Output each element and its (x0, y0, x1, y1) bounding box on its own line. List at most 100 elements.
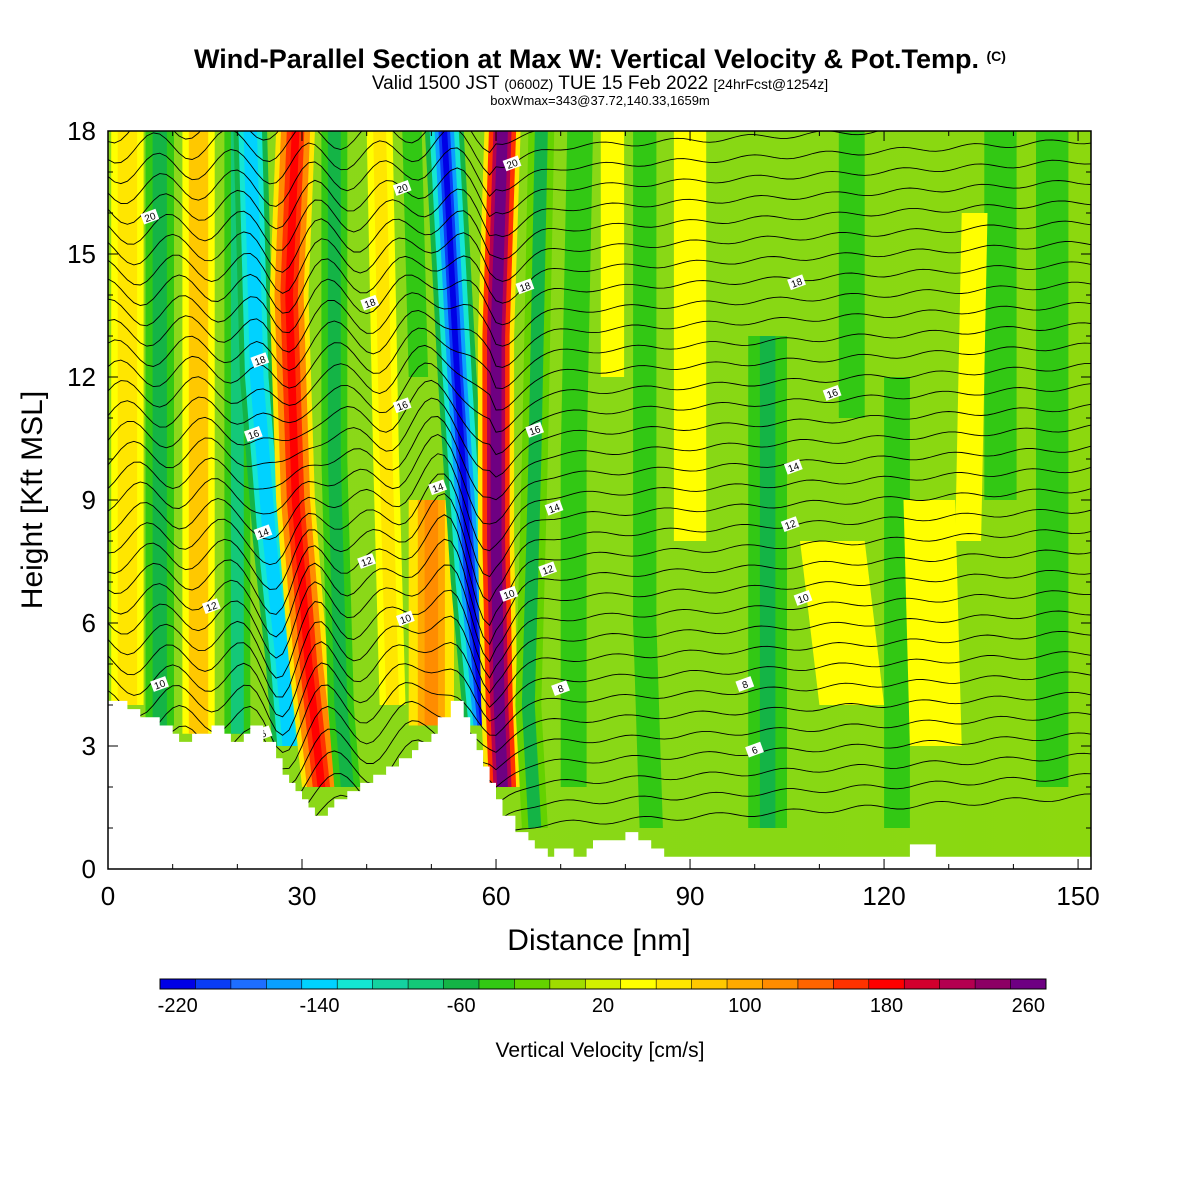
colorbar-swatch (939, 979, 976, 989)
isentrope-line (108, 564, 1091, 663)
isentrope-line (108, 493, 1091, 603)
copyright-mark: (C) (986, 48, 1006, 64)
isentrope-label-box (499, 585, 519, 602)
colorbar-swatch (975, 979, 1011, 989)
isentrope-label-text: 10 (796, 592, 811, 606)
isentrope-label-text: 16 (396, 399, 411, 413)
colorbar-swatch (656, 979, 692, 989)
isentrope-label-box (253, 524, 273, 541)
x-tick-label: 60 (482, 881, 511, 911)
colorbar-swatch (266, 979, 303, 989)
colorbar-swatch (372, 979, 409, 989)
isentrope-label-text: 10 (502, 588, 517, 602)
isentrope-label-4: 18 (250, 352, 270, 369)
isentrope-line (108, 610, 1091, 698)
isentrope-label-text: 6 (259, 728, 268, 740)
isentrope-label-text: 6 (751, 745, 760, 757)
isentrope-label-14: 14 (783, 458, 803, 475)
isentrope-line (108, 362, 1091, 433)
isentrope-label-box (392, 180, 412, 196)
velocity-band-21-0 (903, 500, 962, 746)
plot-area: 20 20 20 18 18 18 18 16 16 16 16 14 14 14 14 12 12 12 12 10… (108, 131, 1091, 869)
colorbar-swatch (833, 979, 870, 989)
isentrope-line (108, 322, 1091, 390)
isentrope-label-text: 10 (153, 678, 168, 692)
isentrope-label-9: 16 (525, 421, 545, 438)
isentrope-label-box (392, 397, 412, 414)
y-axis: 0 3 6 9 12 15 18 (67, 116, 1091, 884)
potential-temperature-contours: 20 20 20 18 18 18 18 16 16 16 16 14 14 14 14 12 12 12 12 10… (108, 131, 1091, 858)
velocity-band-6-1 (327, 131, 354, 787)
isentrope-line (108, 180, 1091, 251)
colorbar-swatch (691, 979, 728, 989)
velocity-band-9-0 (402, 131, 429, 377)
isentrope-label-box (783, 458, 803, 475)
isentrope-label-text: 12 (784, 518, 799, 532)
x-axis-label: Distance [nm] (507, 924, 690, 957)
isentrope-line (108, 261, 1091, 334)
isentrope-label-box (360, 294, 380, 311)
isentrope-label-23: 8 (551, 680, 570, 697)
isentrope-label-text: 12 (360, 555, 375, 569)
isentrope-label-text: 8 (557, 683, 566, 695)
isentrope-label-box (250, 352, 270, 369)
colorbar-swatch (585, 979, 622, 989)
isentrope-label-18: 12 (780, 516, 800, 533)
x-tick-label: 120 (862, 881, 905, 911)
isentrope-label-text: 16 (826, 387, 841, 401)
y-tick-label: 9 (82, 485, 96, 515)
velocity-band-13-0 (560, 131, 593, 787)
velocity-band-11-4 (493, 131, 505, 787)
isentrope-label-6: 18 (787, 274, 806, 291)
colorbar-tick-label: -140 (299, 995, 339, 1017)
isentrope-label-box (525, 421, 545, 438)
colorbar-swatch (160, 979, 196, 989)
colorbar-tick-label: -220 (158, 995, 198, 1017)
velocity-band-23-0 (955, 213, 988, 541)
isentrope-label-text: 14 (787, 461, 802, 475)
isentrope-label-10: 16 (822, 385, 842, 401)
isentrope-label-text: 14 (431, 481, 446, 495)
isentrope-label-1: 20 (392, 180, 412, 196)
isentrope-label-text: 20 (143, 211, 158, 225)
isentrope-label-0: 20 (140, 208, 160, 225)
chart-title: Wind-Parallel Section at Max W: Vertical… (194, 44, 1006, 74)
isentrope-line (108, 630, 1091, 718)
isentrope-label-22: 10 (793, 590, 813, 606)
isentrope-line (108, 131, 538, 164)
isentrope-label-box (793, 590, 813, 606)
isentrope-label-text: 18 (518, 281, 533, 295)
velocity-band-17-1 (759, 336, 776, 828)
isentrope-label-5: 18 (515, 278, 535, 295)
isentrope-label-box (150, 676, 169, 692)
velocity-band-4-2 (243, 131, 296, 746)
velocity-band-10-4 (441, 131, 486, 726)
isentrope-line (108, 131, 938, 185)
isentrope-line (108, 671, 1091, 754)
colorbar-swatch (478, 979, 515, 989)
colorbar-label: Vertical Velocity [cm/s] (496, 1039, 705, 1062)
isentrope-label-13: 14 (544, 499, 564, 516)
isentrope-line (108, 589, 1091, 679)
isentrope-label-text: 20 (505, 158, 520, 172)
x-tick-label: 150 (1056, 881, 1099, 911)
isentrope-label-box (780, 516, 800, 533)
velocity-band-2-1 (188, 131, 209, 734)
isentrope-label-box (745, 741, 764, 758)
isentrope-label-17: 12 (538, 561, 558, 578)
colorbar-swatch (195, 979, 232, 989)
velocity-band-22-0 (984, 131, 1017, 500)
isentrope-label-text: 20 (396, 182, 411, 196)
isentrope-label-24: 8 (735, 676, 755, 692)
velocity-band-12-1 (521, 131, 548, 828)
isentrope-line (108, 379, 1091, 456)
isentrope-label-text: 16 (528, 424, 543, 438)
isentrope-line (108, 538, 1091, 646)
isentrope-label-2: 20 (502, 155, 522, 172)
colorbar-tick-label: 260 (1012, 995, 1045, 1017)
velocity-band-1-1 (152, 131, 167, 726)
y-tick-label: 12 (67, 362, 96, 392)
isentrope-line (108, 241, 1091, 314)
colorbar-swatch (514, 979, 551, 989)
isentrope-label-15: 12 (357, 553, 376, 570)
